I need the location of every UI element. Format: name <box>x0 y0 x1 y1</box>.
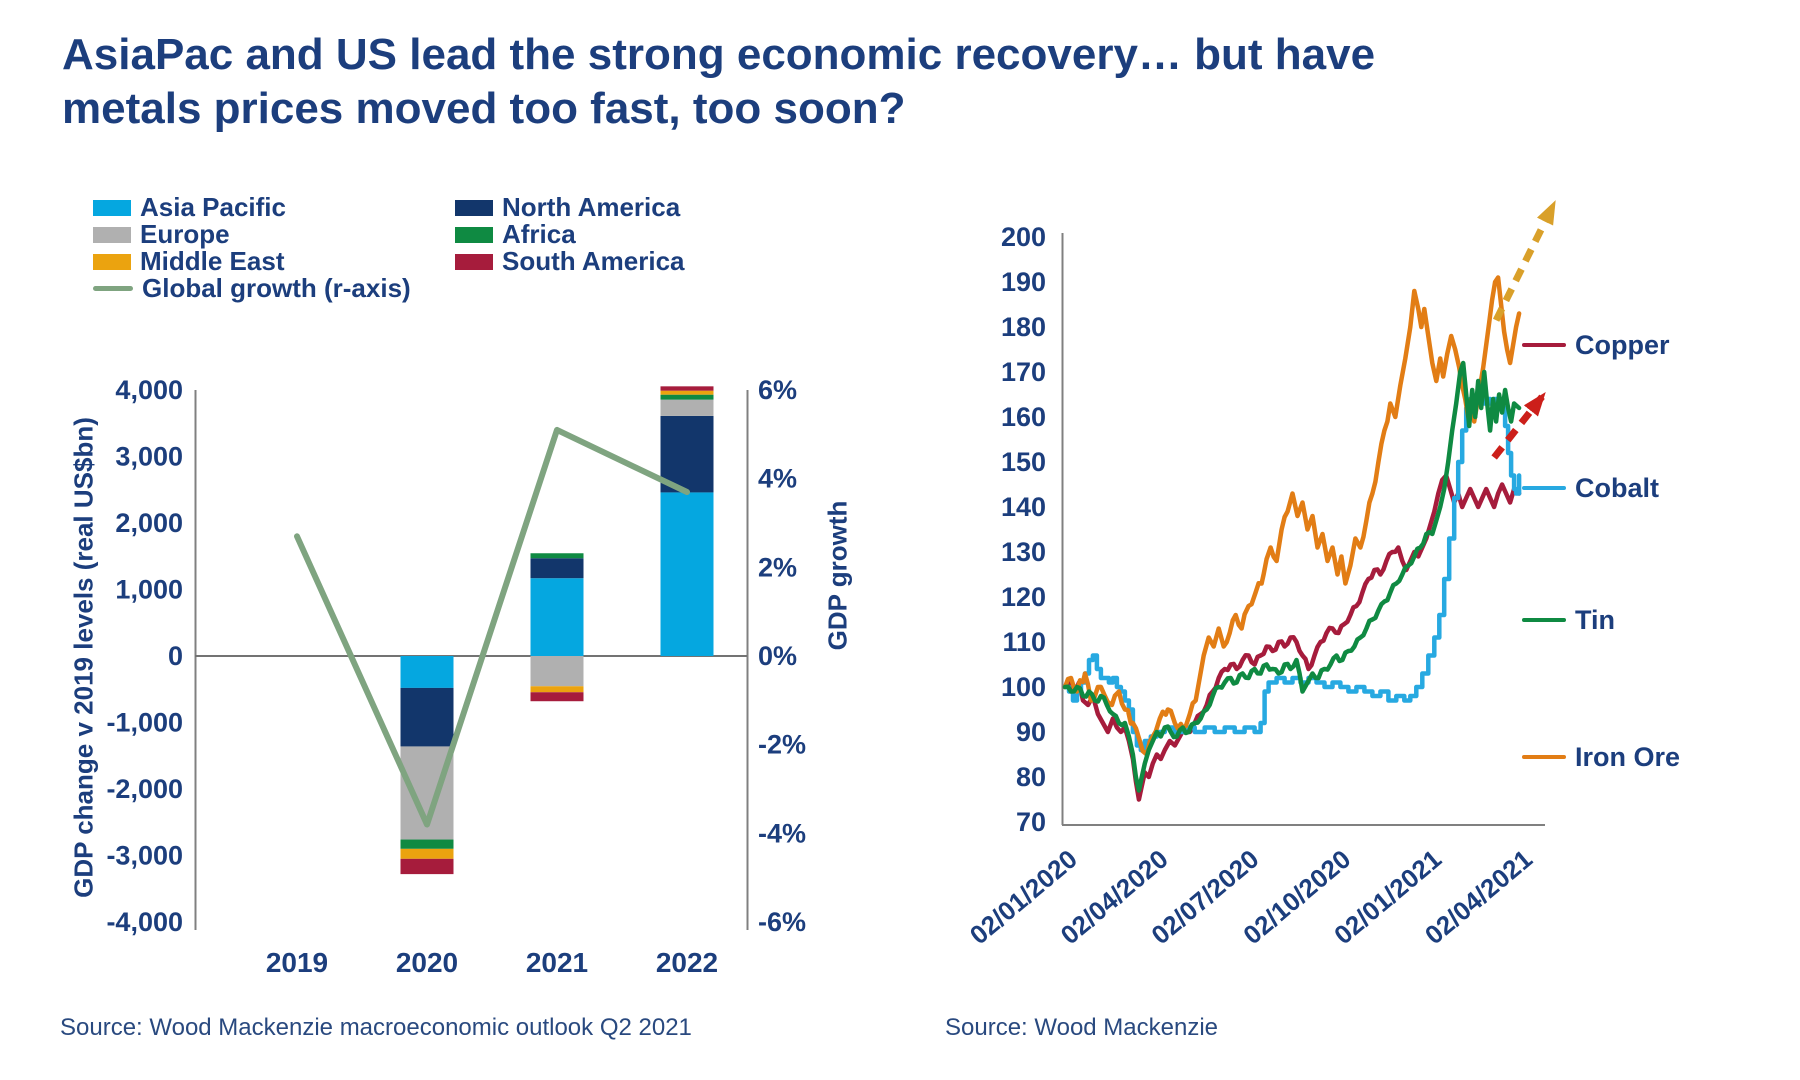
bar-2021-africa <box>530 553 584 559</box>
legend-item-north-america: North America <box>455 192 685 222</box>
left-axis-tick-label: 4,000 <box>115 375 183 405</box>
iron-ore-line-swatch-icon <box>1522 755 1566 759</box>
legend-label: North America <box>502 192 681 222</box>
bar-2022-asia-pacific <box>660 492 714 656</box>
category-label-2020: 2020 <box>396 947 458 978</box>
price-axis-tick-label: 160 <box>1001 402 1046 432</box>
price-axis-tick-label: 130 <box>1001 537 1046 567</box>
legend-label: South America <box>502 246 685 276</box>
africa-swatch-icon <box>455 226 493 243</box>
bar-2020-north-america <box>400 687 454 747</box>
bar-2020-africa <box>400 839 454 849</box>
price-axis-tick-label: 90 <box>1016 717 1046 747</box>
legend-label: Africa <box>502 219 576 249</box>
asia-pacific-swatch-icon <box>93 199 131 216</box>
copper-projection-arrow <box>1491 392 1546 460</box>
left-axis-tick-label: 3,000 <box>115 442 183 472</box>
price-axis-tick-label: 180 <box>1001 312 1046 342</box>
copper-series-label: Copper <box>1522 330 1670 360</box>
tin-line-swatch-icon <box>1522 618 1566 622</box>
north-america-swatch-icon <box>455 199 493 216</box>
category-label-2021: 2021 <box>526 947 588 978</box>
right-axis-tick-label: 2% <box>758 552 797 582</box>
series-label-text: Copper <box>1575 329 1670 360</box>
price-axis-tick-label: 190 <box>1001 267 1046 297</box>
source-right: Source: Wood Mackenzie <box>945 1014 1219 1041</box>
series-line-copper <box>1062 473 1522 802</box>
left-axis-tick-label: -4,000 <box>106 907 183 937</box>
page-title: AsiaPac and US lead the strong economic … <box>62 28 1482 135</box>
right-axis-tick-label: -6% <box>758 907 806 937</box>
legend-label: Europe <box>140 219 230 249</box>
left-axis-tick-label: 1,000 <box>115 575 183 605</box>
legend-item-asia-pacific: Asia Pacific <box>93 192 411 222</box>
cobalt-series-label: Cobalt <box>1522 473 1659 503</box>
middle-east-swatch-icon <box>93 253 131 270</box>
series-label-text: Iron Ore <box>1575 741 1681 772</box>
bar-2022-north-america <box>660 415 714 493</box>
legend-item-africa: Africa <box>455 219 685 249</box>
right-axis-tick-label: 4% <box>758 464 797 494</box>
bar-2022-africa <box>660 394 714 400</box>
right-axis-tick-label: 6% <box>758 375 797 405</box>
left-chart-legend-col2: North America Africa South America <box>455 192 685 276</box>
iron-ore-projection-arrow <box>1493 200 1557 322</box>
legend-item-europe: Europe <box>93 219 411 249</box>
tin-series-label: Tin <box>1522 605 1615 635</box>
category-label-2019: 2019 <box>266 947 328 978</box>
series-label-text: Cobalt <box>1575 472 1659 503</box>
legend-label: Asia Pacific <box>140 192 286 222</box>
legend-item-middle-east: Middle East <box>93 246 411 276</box>
bar-2021-south-america <box>530 692 584 702</box>
bar-2020-asia-pacific <box>400 656 454 688</box>
left-axis-tick-label: -2,000 <box>106 774 183 804</box>
bar-2020-south-america <box>400 858 454 875</box>
bar-2021-middle-east <box>530 686 584 693</box>
copper-line-swatch-icon <box>1522 343 1566 347</box>
price-axis-tick-label: 100 <box>1001 672 1046 702</box>
right-axis-tick-label: 0% <box>758 641 797 671</box>
bar-2022-europe <box>660 399 714 416</box>
series-label-text: Tin <box>1575 604 1615 635</box>
bar-2020-middle-east <box>400 848 454 859</box>
page-title-line2: metals prices moved too fast, too soon? <box>62 83 906 133</box>
series-line-tin <box>1062 360 1522 793</box>
price-axis-tick-label: 140 <box>1001 492 1046 522</box>
bar-2022-middle-east <box>660 390 714 395</box>
legend-item-south-america: South America <box>455 246 685 276</box>
global-growth-line-swatch-icon <box>93 286 133 291</box>
south-america-swatch-icon <box>455 253 493 270</box>
legend-label: Middle East <box>140 246 285 276</box>
category-label-2022: 2022 <box>656 947 718 978</box>
bar-2021-asia-pacific <box>530 578 584 656</box>
price-axis-tick-label: 110 <box>1002 627 1046 657</box>
bar-2021-north-america <box>530 558 584 579</box>
europe-swatch-icon <box>93 226 131 243</box>
left-axis-tick-label: 2,000 <box>115 508 183 538</box>
bar-2021-europe <box>530 656 584 687</box>
left-axis-tick-label: -1,000 <box>106 708 183 738</box>
page-title-line1: AsiaPac and US lead the strong economic … <box>62 30 1376 79</box>
left-axis-tick-label: -3,000 <box>106 841 183 871</box>
bar-2022-south-america <box>660 386 714 391</box>
series-line-iron-ore <box>1062 275 1522 757</box>
iron-ore-series-label: Iron Ore <box>1522 742 1680 772</box>
price-axis-tick-label: 170 <box>1001 357 1046 387</box>
price-axis-tick-label: 80 <box>1016 762 1046 792</box>
price-axis-tick-label: 150 <box>1001 447 1046 477</box>
price-axis-tick-label: 200 <box>1001 222 1046 252</box>
price-axis-tick-label: 70 <box>1016 807 1046 837</box>
left-axis-tick-label: 0 <box>168 641 183 671</box>
source-left: Source: Wood Mackenzie macroeconomic out… <box>60 1014 692 1041</box>
right-axis-tick-label: -4% <box>758 818 806 848</box>
cobalt-line-swatch-icon <box>1522 486 1566 490</box>
left-chart-legend-col1: Asia Pacific Europe Middle East Global g… <box>93 192 411 303</box>
right-axis-tick-label: -2% <box>758 730 806 760</box>
legend-label: Global growth (r-axis) <box>142 273 411 303</box>
legend-item-global-growth: Global growth (r-axis) <box>93 273 411 303</box>
price-axis-tick-label: 120 <box>1001 582 1046 612</box>
global-growth-line <box>294 426 690 828</box>
